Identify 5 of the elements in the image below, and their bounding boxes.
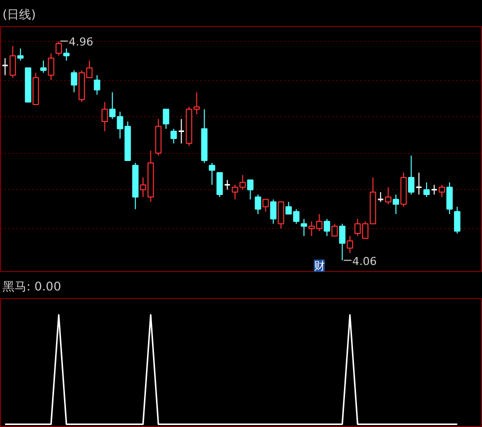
chart-title: (日线) <box>2 8 36 22</box>
annotation: 4.06 <box>352 254 377 268</box>
annotation: 财 <box>314 260 325 272</box>
annotation: 4.96 <box>68 36 94 49</box>
chart-title: 黑马: 0.00 <box>2 280 62 294</box>
